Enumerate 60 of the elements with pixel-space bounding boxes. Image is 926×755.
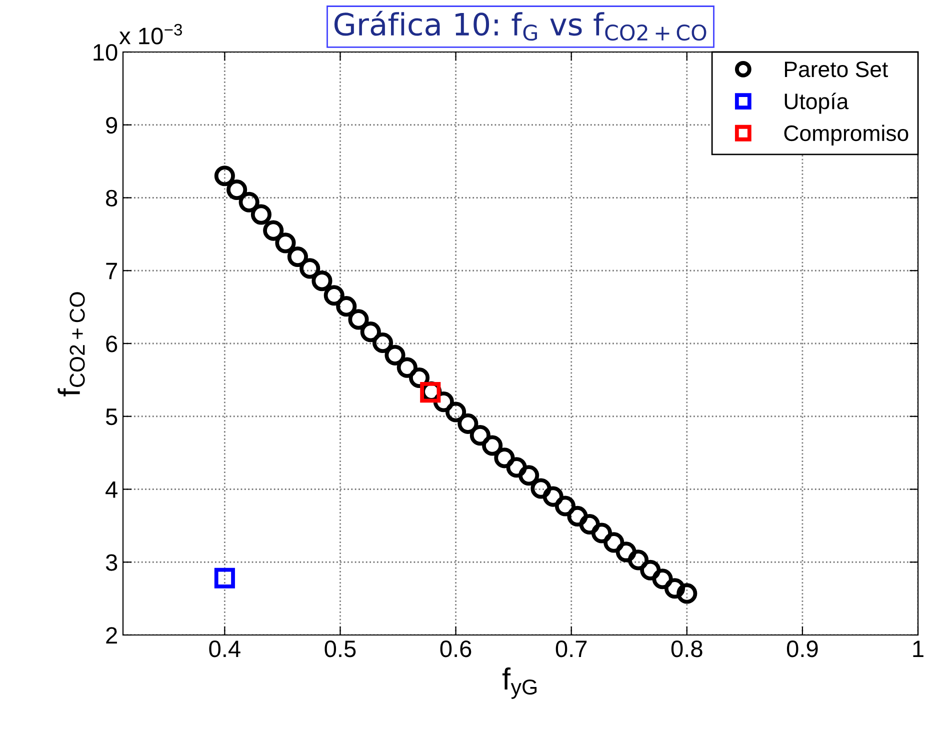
point — [530, 478, 552, 499]
point — [287, 246, 308, 268]
x-tick-label: 0.6 — [440, 640, 472, 658]
point — [214, 568, 235, 588]
point — [567, 506, 588, 526]
y-tick-label: 6 — [106, 336, 118, 352]
point — [518, 465, 540, 486]
point — [470, 425, 490, 446]
y-tick-label: 5 — [106, 408, 118, 426]
point — [482, 435, 503, 456]
y-tick-label: 8 — [106, 190, 118, 207]
legend-label: Compromiso — [784, 124, 908, 146]
y-tick-label: 4 — [106, 482, 118, 498]
point — [324, 285, 344, 306]
point — [214, 166, 235, 186]
point — [300, 258, 320, 279]
text: x 10$^{−3}$ — [119, 24, 182, 44]
legend-label: Utopía — [784, 92, 849, 114]
point — [604, 532, 624, 553]
point — [238, 192, 260, 212]
point — [616, 542, 636, 562]
point — [250, 204, 272, 225]
y-tick-label: 10 — [94, 44, 118, 61]
point — [312, 270, 332, 292]
y-tick-label: 3 — [106, 554, 118, 571]
point — [554, 496, 576, 516]
x-tick-label: 0.4 — [209, 640, 240, 658]
point — [458, 413, 478, 434]
point — [372, 332, 394, 354]
point — [275, 232, 296, 254]
point — [628, 550, 649, 570]
x-axis-title: f$_{yG}$ — [502, 667, 537, 699]
point — [652, 568, 673, 590]
point — [676, 583, 698, 604]
point — [664, 578, 686, 599]
point — [384, 344, 406, 366]
legend-label: Pareto Set — [784, 61, 888, 78]
point — [348, 309, 369, 330]
y-tick-label: 2 — [106, 627, 117, 644]
point — [640, 560, 661, 580]
point — [336, 296, 357, 317]
y-tick-label: 9 — [106, 116, 118, 134]
point — [396, 357, 418, 378]
point — [494, 448, 515, 468]
x-tick-label: 0.8 — [671, 640, 702, 658]
point — [542, 486, 564, 507]
y-tick-label: 7 — [106, 262, 117, 280]
point — [446, 402, 466, 422]
x-tick-label: 0.5 — [324, 640, 356, 658]
y-axis-title: f$_{CO2+CO}$ — [58, 292, 85, 396]
point — [360, 322, 381, 342]
x-tick-label: 1 — [913, 640, 924, 657]
point — [579, 514, 600, 535]
x-tick-label: 0.9 — [786, 640, 818, 658]
point — [506, 457, 527, 478]
x-tick-label: 0.7 — [556, 640, 587, 658]
point — [263, 220, 284, 241]
point — [226, 179, 248, 200]
point — [591, 522, 612, 544]
chart-title: Gráfica 10: f$_{G}$ vs f$_{CO2+CO}$ — [334, 10, 706, 41]
